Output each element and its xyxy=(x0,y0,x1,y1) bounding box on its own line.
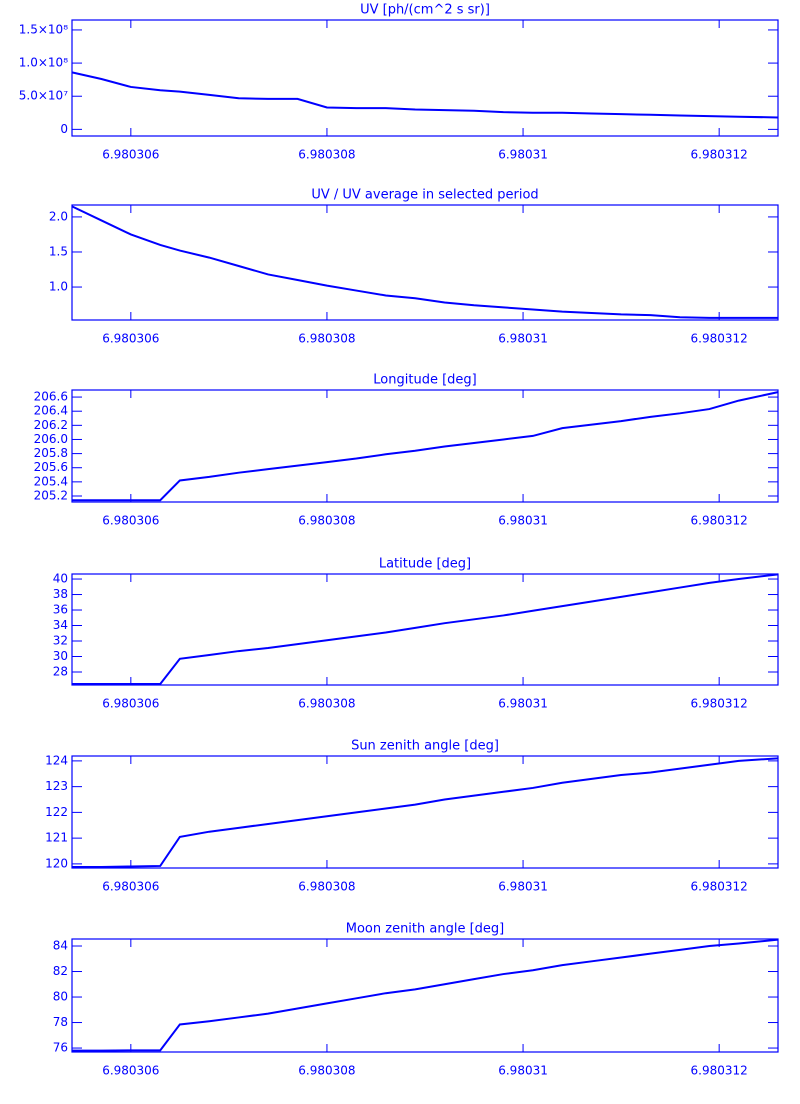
y-tick-label: 80 xyxy=(53,990,68,1004)
chart-title: Longitude [deg] xyxy=(373,373,476,388)
y-tick-label: 2.0 xyxy=(49,209,68,223)
data-line xyxy=(72,391,779,502)
x-tick-label: 6.98031 xyxy=(498,514,548,528)
y-tick-label: 28 xyxy=(53,664,68,678)
y-tick-label: 206.4 xyxy=(34,404,68,418)
y-tick-label: 40 xyxy=(53,572,68,586)
y-tick-label: 0 xyxy=(60,122,68,136)
x-tick-label: 6.980308 xyxy=(298,332,355,346)
y-tick-label: 122 xyxy=(45,805,68,819)
y-tick-label: 1.0×10⁸ xyxy=(19,56,68,70)
y-tick-label: 206.2 xyxy=(34,418,68,432)
x-tick-label: 6.980312 xyxy=(691,697,748,711)
x-tick-label: 6.980308 xyxy=(298,1064,355,1078)
y-tick-label: 34 xyxy=(53,618,68,632)
y-tick-label: 30 xyxy=(53,649,68,663)
chart-title: Sun zenith angle [deg] xyxy=(351,739,499,754)
x-tick-label: 6.980306 xyxy=(102,697,159,711)
y-tick-label: 38 xyxy=(53,587,68,601)
y-tick-label: 82 xyxy=(53,964,68,978)
plot-frame xyxy=(71,573,779,686)
x-tick-label: 6.98031 xyxy=(498,697,548,711)
y-tick-label: 206.0 xyxy=(34,432,68,446)
chart-title: UV / UV average in selected period xyxy=(311,188,538,203)
plot-frame xyxy=(71,755,779,869)
data-line xyxy=(72,757,779,868)
chart-title: UV [ph/(cm^2 s sr)] xyxy=(360,3,490,18)
x-tick-label: 6.980306 xyxy=(102,880,159,894)
x-tick-label: 6.98031 xyxy=(498,1064,548,1078)
y-tick-label: 36 xyxy=(53,603,68,617)
x-tick-label: 6.980308 xyxy=(298,514,355,528)
x-tick-label: 6.980306 xyxy=(102,148,159,162)
x-tick-label: 6.980306 xyxy=(102,332,159,346)
plot-frame xyxy=(71,938,779,1053)
y-tick-label: 205.6 xyxy=(34,460,68,474)
y-tick-label: 1.0 xyxy=(49,280,68,294)
x-tick-label: 6.980312 xyxy=(691,1064,748,1078)
x-tick-label: 6.980312 xyxy=(691,880,748,894)
x-tick-label: 6.98031 xyxy=(498,148,548,162)
x-tick-label: 6.98031 xyxy=(498,332,548,346)
y-tick-label: 5.0×10⁷ xyxy=(19,89,68,103)
y-tick-label: 123 xyxy=(45,779,68,793)
x-tick-label: 6.980312 xyxy=(691,332,748,346)
y-tick-label: 32 xyxy=(53,634,68,648)
y-tick-label: 124 xyxy=(45,753,68,767)
y-tick-label: 76 xyxy=(53,1041,68,1055)
y-tick-label: 205.2 xyxy=(34,488,68,502)
plot-frame xyxy=(71,389,779,503)
x-tick-label: 6.980306 xyxy=(102,1064,159,1078)
x-tick-label: 6.98031 xyxy=(498,880,548,894)
x-tick-label: 6.980312 xyxy=(691,148,748,162)
x-tick-label: 6.980308 xyxy=(298,697,355,711)
x-tick-label: 6.980308 xyxy=(298,148,355,162)
data-line xyxy=(71,205,778,319)
y-tick-label: 120 xyxy=(45,856,68,870)
plot-frame xyxy=(71,204,779,321)
y-tick-label: 206.6 xyxy=(34,390,68,404)
y-tick-label: 121 xyxy=(45,831,68,845)
chart-title: Latitude [deg] xyxy=(379,557,471,572)
data-line xyxy=(72,573,779,685)
data-line xyxy=(71,71,779,119)
y-tick-label: 78 xyxy=(53,1015,68,1029)
plot-frame xyxy=(71,19,779,137)
y-tick-label: 205.8 xyxy=(34,446,68,460)
y-tick-label: 205.4 xyxy=(34,474,68,488)
y-tick-label: 1.5 xyxy=(49,244,68,258)
x-tick-label: 6.980312 xyxy=(691,514,748,528)
chart-title: Moon zenith angle [deg] xyxy=(346,922,504,937)
x-tick-label: 6.980306 xyxy=(102,514,159,528)
y-tick-label: 84 xyxy=(53,939,68,953)
data-line xyxy=(72,938,779,1052)
y-tick-label: 1.5×10⁸ xyxy=(19,22,68,36)
x-tick-label: 6.980308 xyxy=(298,880,355,894)
